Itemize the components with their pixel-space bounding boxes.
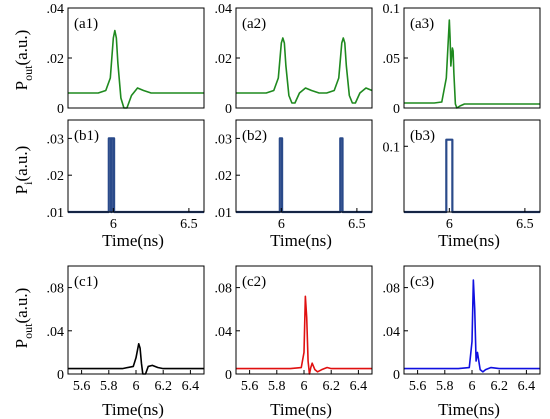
y-tick-label-a2-1: .02: [215, 52, 233, 67]
x-tick-label-b2-0: 6: [278, 217, 285, 232]
y-tick-label-b2-1: .02: [215, 169, 233, 184]
panel-a1: 0 .02 .04 (a1): [47, 2, 205, 117]
x-tick-label-c1-2: 6: [133, 379, 140, 394]
y-tick-label-a1-2: .04: [47, 2, 65, 17]
x-tick-label-b3-1: 6.5: [516, 217, 534, 232]
x-tick-label-c2-0: 5.6: [241, 379, 259, 394]
y-tick-label-b1-2: .03: [47, 132, 65, 147]
x-tick-label-c1-4: 6.4: [182, 379, 200, 394]
series-line-a1: [68, 29, 204, 109]
y-tick-label-b2-0: .01: [215, 206, 233, 221]
y-tick-label-c2-0: 0: [225, 368, 232, 383]
x-tick-label-c3-3: 6.2: [490, 379, 508, 394]
series-line-a2: [236, 37, 373, 104]
y-tick-label-a3-1: .05: [383, 52, 401, 67]
panel-label-b2: (b2): [242, 128, 267, 144]
x-tick-label-c2-3: 6.2: [322, 379, 340, 394]
panel-b2: .01 .02 .03 6 6.5 (b2): [215, 119, 373, 232]
panel-label-c3: (c3): [410, 274, 434, 290]
y-tick-label-c3-2: .08: [383, 282, 401, 297]
panel-label-a3: (a3): [410, 16, 434, 32]
x-tick-label-c2-1: 5.8: [268, 379, 286, 394]
panel-label-a2: (a2): [242, 16, 266, 32]
y-tick-label-b1-0: .01: [47, 206, 65, 221]
x-tick-label-b2-1: 6.5: [348, 217, 366, 232]
y-tick-label-c2-1: .04: [215, 325, 233, 340]
panels-group: 0 .02 .04 (a1) 0 .02 .04 (a2) 0 .05 0.1 (a3) .01 .02.…: [47, 2, 541, 394]
panel-label-a1: (a1): [74, 16, 98, 32]
xlabel-b1: Time(ns): [102, 231, 164, 250]
panel-b1: .01 .02 .03 6 6.5 (b1): [47, 119, 205, 232]
series-line-a3: [404, 19, 540, 109]
plot-frame-b1: [67, 119, 205, 213]
y-tick-label-c3-1: .04: [383, 325, 401, 340]
y-tick-label-a1-1: .02: [47, 52, 65, 67]
panel-c2: 0 .04 .08 5.6 5.8 6 6.2 6.4 (c2): [215, 265, 373, 394]
y-tick-label-a3-0: 0: [393, 102, 400, 117]
y-tick-label-a3-2: 0.1: [383, 2, 401, 17]
panel-c1: 0 .04 .08 5.6 5.8 6 6.2 6.4 (c1): [47, 265, 205, 394]
x-tick-label-b1-0: 6: [110, 217, 117, 232]
x-tick-label-c1-0: 5.6: [73, 379, 91, 394]
panel-b3: 0.1 6 6.5 (b3): [383, 119, 541, 232]
panel-label-c2: (c2): [242, 274, 266, 290]
y-tick-label-c1-2: .08: [47, 282, 65, 297]
x-tick-label-c3-1: 5.8: [436, 379, 454, 394]
y-tick-label-b2-2: .03: [215, 132, 233, 147]
series-line-c2: [236, 295, 372, 375]
x-tick-label-c2-2: 6: [301, 379, 308, 394]
x-tick-label-c1-1: 5.8: [100, 379, 118, 394]
y-tick-label-a2-2: .04: [215, 2, 233, 17]
series-line-b1: [68, 137, 204, 214]
panel-label-b3: (b3): [410, 128, 435, 144]
panel-a3: 0 .05 0.1 (a3): [383, 2, 541, 117]
y-tick-label-a1-0: 0: [57, 102, 64, 117]
x-tick-label-c3-2: 6: [469, 379, 476, 394]
y-tick-label-c3-0: 0: [393, 368, 400, 383]
series-line-b2: [236, 137, 372, 214]
panel-label-c1: (c1): [74, 274, 98, 290]
x-tick-label-c3-4: 6.4: [518, 379, 536, 394]
y-tick-label-c2-2: .08: [215, 282, 233, 297]
ylabel-bottom: Pout(a.u.): [12, 288, 35, 349]
plot-frame-b2: [235, 119, 373, 213]
xlabel-b2: Time(ns): [270, 231, 332, 250]
xlabel-c2: Time(ns): [270, 400, 332, 419]
xlabel-b3: Time(ns): [438, 231, 500, 250]
x-tick-label-c2-4: 6.4: [350, 379, 368, 394]
y-tick-label-c1-0: 0: [57, 368, 64, 383]
panel-c3: 0 .04 .08 5.6 5.8 6 6.2 6.4 (c3): [383, 265, 541, 394]
ylabel-mid: Pi(a.u.): [12, 146, 35, 195]
xlabel-c1: Time(ns): [102, 400, 164, 419]
x-tick-label-b1-1: 6.5: [180, 217, 198, 232]
x-tick-label-c3-0: 5.6: [409, 379, 427, 394]
series-line-c1: [68, 342, 204, 375]
xlabel-c3: Time(ns): [438, 400, 500, 419]
y-tick-label-b1-1: .02: [47, 169, 65, 184]
y-tick-label-c1-1: .04: [47, 325, 65, 340]
panel-a2: 0 .02 .04 (a2): [215, 2, 373, 117]
panel-label-b1: (b1): [74, 128, 99, 144]
x-tick-label-c1-3: 6.2: [154, 379, 172, 394]
y-tick-label-a2-0: 0: [225, 102, 232, 117]
plot-frame-b3: [403, 119, 541, 213]
ylabel-top: Pout(a.u.): [12, 30, 35, 91]
series-line-c3: [404, 279, 540, 373]
y-tick-label-b3-0: 0.1: [383, 140, 401, 155]
x-tick-label-b3-0: 6: [446, 217, 453, 232]
series-line-b3: [404, 138, 540, 214]
